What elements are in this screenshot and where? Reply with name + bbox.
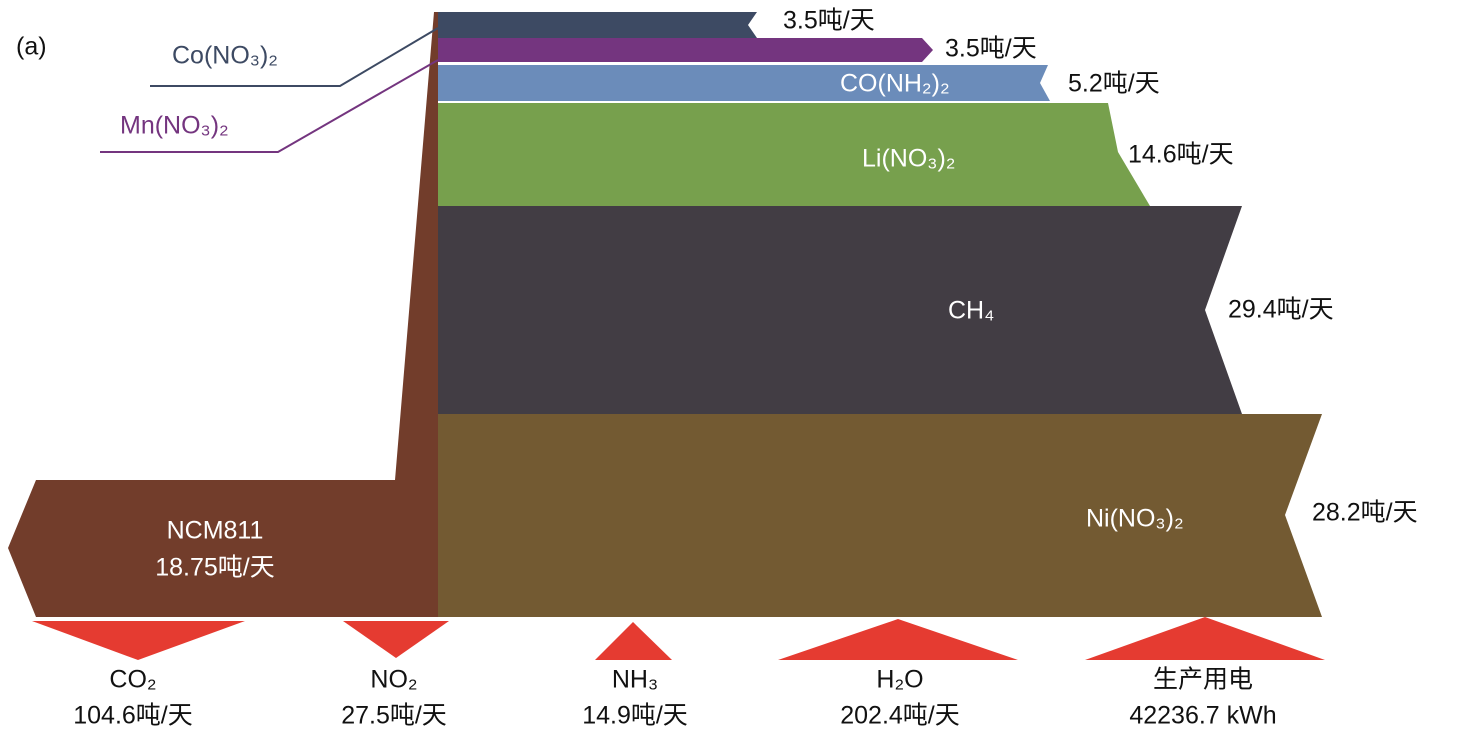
input-name: CO(NH₂)₂ bbox=[840, 70, 950, 98]
input-amount: 3.5吨/天 bbox=[783, 7, 875, 35]
panel-label: (a) bbox=[16, 33, 47, 61]
stream-name: NO₂ bbox=[370, 666, 417, 694]
input-name: CH₄ bbox=[948, 297, 994, 325]
input-amount: 5.2吨/天 bbox=[1068, 70, 1160, 98]
stream-name: H₂O bbox=[876, 666, 923, 694]
no2-arrow bbox=[343, 621, 449, 658]
stream-amount: 27.5吨/天 bbox=[341, 702, 447, 730]
nh3-arrow bbox=[595, 622, 672, 660]
input-name: Co(NO₃)₂ bbox=[172, 42, 278, 70]
mn-band bbox=[438, 38, 933, 62]
input-name: Mn(NO₃)₂ bbox=[120, 112, 229, 140]
product-name: NCM811 bbox=[167, 517, 264, 545]
ncm-flow bbox=[8, 12, 438, 617]
co2-arrow bbox=[32, 621, 245, 660]
h2o-arrow bbox=[778, 619, 1018, 660]
mn-connector bbox=[100, 59, 439, 153]
stream-name: CO₂ bbox=[109, 666, 156, 694]
stream-name: 生产用电 bbox=[1153, 666, 1253, 694]
stream-name: NH₃ bbox=[612, 666, 658, 694]
input-name: Li(NO₃)₂ bbox=[862, 145, 956, 173]
product-amount: 18.75吨/天 bbox=[155, 554, 275, 582]
stream-amount: 104.6吨/天 bbox=[73, 702, 193, 730]
li-band bbox=[438, 103, 1150, 206]
power-arrow bbox=[1085, 617, 1325, 660]
input-name: Ni(NO₃)₂ bbox=[1086, 505, 1184, 533]
urea-band bbox=[438, 65, 1050, 101]
stream-amount: 202.4吨/天 bbox=[840, 702, 960, 730]
stream-amount: 42236.7 kWh bbox=[1129, 702, 1276, 730]
co-connector bbox=[150, 27, 439, 87]
input-amount: 28.2吨/天 bbox=[1312, 499, 1418, 527]
ch4-band bbox=[438, 206, 1242, 414]
ni-band bbox=[438, 414, 1322, 617]
input-amount: 29.4吨/天 bbox=[1228, 296, 1334, 324]
co-band bbox=[438, 12, 757, 38]
input-amount: 14.6吨/天 bbox=[1128, 141, 1234, 169]
input-amount: 3.5吨/天 bbox=[945, 35, 1037, 63]
stream-amount: 14.9吨/天 bbox=[582, 702, 688, 730]
